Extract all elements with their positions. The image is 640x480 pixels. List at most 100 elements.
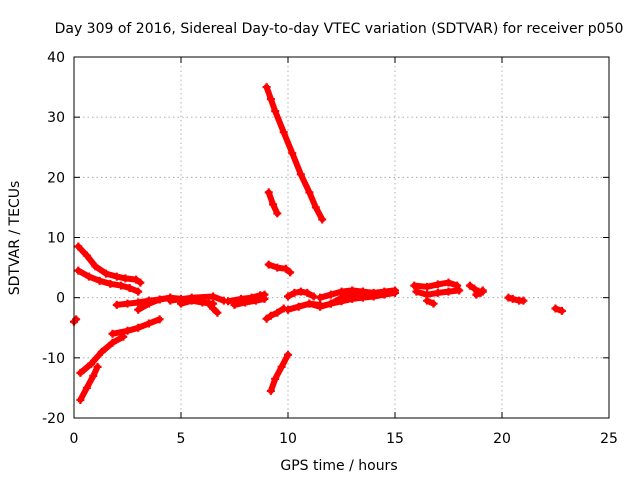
data-point — [209, 292, 218, 301]
data-point — [296, 287, 305, 296]
data-point — [74, 242, 83, 251]
data-point — [108, 329, 117, 338]
data-track — [166, 292, 228, 305]
data-track — [74, 242, 145, 287]
data-track — [423, 296, 438, 308]
y-tick-label: 40 — [47, 50, 65, 66]
data-point — [144, 319, 153, 328]
data-point — [316, 302, 325, 311]
data-point — [187, 296, 196, 305]
data-point — [348, 294, 357, 303]
data-track — [472, 286, 487, 299]
data-point — [89, 371, 98, 380]
data-point — [294, 302, 303, 311]
data-point — [326, 290, 335, 299]
data-point — [106, 279, 115, 288]
data-point — [74, 266, 83, 275]
data-track — [70, 315, 81, 326]
data-point — [433, 280, 442, 289]
grid — [74, 57, 609, 418]
x-tick-label: 5 — [177, 431, 186, 447]
data-point — [95, 276, 104, 285]
data-point — [108, 338, 117, 347]
data-point — [134, 323, 143, 332]
data-point — [326, 299, 335, 308]
data-point — [123, 326, 132, 335]
data-point — [309, 292, 318, 301]
data-point — [273, 308, 282, 317]
data-series — [70, 83, 566, 404]
data-point — [125, 284, 134, 293]
data-trace — [231, 295, 268, 308]
data-point — [166, 296, 175, 305]
chart-title: Day 309 of 2016, Sidereal Day-to-day VTE… — [55, 21, 624, 37]
data-point — [266, 386, 275, 395]
data-point — [273, 209, 282, 218]
data-point — [369, 292, 378, 301]
data-trace — [263, 305, 287, 322]
data-point — [433, 288, 442, 297]
data-point — [337, 297, 346, 306]
data-point — [508, 294, 517, 303]
data-track — [504, 293, 528, 305]
data-point — [286, 268, 295, 277]
data-point — [277, 362, 286, 371]
data-track — [76, 332, 128, 377]
data-point — [380, 290, 389, 299]
data-point — [557, 306, 566, 315]
data-point — [296, 170, 305, 179]
data-point — [230, 300, 239, 309]
data-track — [224, 290, 269, 306]
data-point — [504, 293, 513, 302]
data-point — [76, 395, 85, 404]
data-point — [423, 282, 432, 291]
data-point — [305, 188, 314, 197]
data-point — [266, 311, 275, 320]
data-track — [262, 83, 327, 224]
data-track — [74, 266, 143, 296]
data-trace — [77, 363, 101, 403]
data-point — [444, 287, 453, 296]
data-point — [155, 295, 164, 304]
data-point — [251, 296, 260, 305]
data-point — [136, 278, 145, 287]
data-point — [423, 296, 432, 305]
data-point — [465, 281, 474, 290]
data-point — [224, 297, 233, 306]
data-point — [429, 299, 438, 308]
data-point — [132, 275, 141, 284]
data-point — [412, 287, 421, 296]
data-point — [204, 299, 213, 308]
data-point — [112, 272, 121, 281]
data-trace — [265, 261, 294, 276]
data-point — [391, 288, 399, 297]
data-point — [284, 292, 292, 301]
data-point — [97, 347, 106, 356]
data-point — [279, 128, 288, 137]
data-point — [213, 308, 222, 317]
data-point — [266, 95, 275, 104]
data-point — [198, 298, 207, 307]
data-point — [262, 83, 271, 92]
data-point — [76, 368, 85, 377]
data-point — [134, 287, 143, 296]
data-point — [284, 305, 292, 314]
data-point — [470, 284, 479, 293]
data-point — [348, 286, 357, 295]
y-tick-label: -10 — [42, 351, 65, 367]
y-tick-label: 0 — [56, 291, 65, 307]
x-tick-label: 10 — [279, 431, 297, 447]
data-track — [76, 362, 102, 404]
data-trace — [167, 293, 227, 304]
data-track — [264, 188, 282, 218]
data-point — [273, 263, 282, 272]
data-point — [264, 260, 273, 269]
data-point — [82, 251, 91, 260]
data-point — [155, 315, 164, 324]
data-track — [551, 304, 566, 315]
data-track — [284, 287, 318, 301]
data-point — [358, 293, 367, 302]
data-point — [472, 290, 481, 299]
data-trace — [267, 351, 291, 394]
